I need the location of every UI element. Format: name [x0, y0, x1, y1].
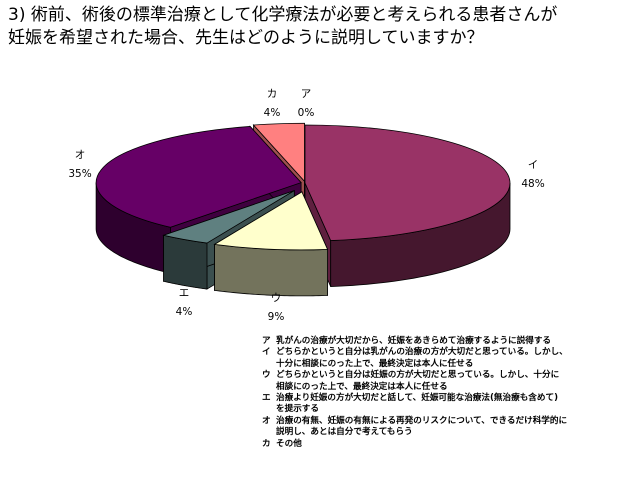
pie-top-faces [95, 122, 511, 251]
legend-key: オ [262, 415, 271, 426]
legend-item: イどちらかというと自分は乳がんの治療の方が大切だと思っている。しかし、 十分に相談… [262, 347, 632, 370]
legend-item: オ治療の有無、妊娠の有無による再発のリスクについて、できるだけ科学的に 説明し、あ… [262, 416, 632, 439]
pie-label-percent: 0% [298, 107, 315, 119]
pie-slice-wall [214, 243, 328, 297]
pie-slice-オ [95, 126, 302, 228]
legend-text-line: を提示する [276, 404, 319, 415]
pie-label-key: エ [179, 287, 190, 299]
legend-text-line: どちらかというと自分は乳がんの治療の方が大切だと思っている。しかし、 [276, 347, 568, 358]
pie-label-key: ウ [271, 292, 282, 304]
legend-key: イ [262, 347, 271, 358]
pie-slice-wall [163, 234, 208, 290]
legend-text-line: 乳がんの治療が大切だから、妊娠をあきらめて治療するように説得する [276, 336, 552, 346]
pie-label-percent: 48% [521, 178, 544, 190]
legend: ア乳がんの治療が大切だから、妊娠をあきらめて治療するように説得するイどちらかとい… [262, 336, 632, 450]
legend-item: ア乳がんの治療が大切だから、妊娠をあきらめて治療するように説得する [262, 336, 632, 347]
legend-item: カその他 [262, 439, 632, 450]
legend-text: 治療より妊娠の方が大切だと話して、妊娠可能な治療法(無治療も含めて) を提示する [276, 393, 632, 416]
pie-label-percent: 9% [268, 311, 285, 323]
legend-key: ア [262, 336, 271, 346]
legend-text: その他 [276, 439, 632, 450]
legend-text: どちらかというと自分は乳がんの治療の方が大切だと思っている。しかし、 十分に相談に… [276, 347, 632, 370]
pie-label-key: オ [75, 149, 86, 161]
legend-item: エ治療より妊娠の方が大切だと話して、妊娠可能な治療法(無治療も含めて) を提示する [262, 393, 632, 416]
pie-labels: ア 0% イ 48% ウ 9% エ 4% オ 35% カ 4% [68, 88, 544, 323]
legend-text: どちらかというと自分は妊娠の方が大切だと思っている。しかし、十分に 相談にのった上… [276, 370, 632, 393]
pie-slice-エ [162, 190, 295, 244]
legend-text-line: 治療の有無、妊娠の有無による再発のリスクについて、できるだけ科学的に [276, 415, 568, 426]
chart-title: 3) 術前、術後の標準治療として化学療法が必要と考えられる患者さんが 妊娠を希望… [8, 4, 628, 50]
pie-label-percent: 4% [264, 107, 281, 119]
pie-label-percent: 35% [68, 168, 91, 180]
legend-text-line: その他 [276, 438, 302, 449]
legend-item: ウどちらかというと自分は妊娠の方が大切だと思っている。しかし、十分に 相談にのった… [262, 370, 632, 393]
legend-text: 乳がんの治療が大切だから、妊娠をあきらめて治療するように説得する [276, 336, 632, 347]
legend-key: エ [262, 393, 271, 404]
legend-text-line: 説明し、あとは自分で考えてもらう [276, 427, 413, 438]
pie-label-key: ア [301, 88, 312, 100]
pie-slice-カ [252, 122, 305, 183]
legend-key: ウ [262, 370, 271, 381]
legend-text: 治療の有無、妊娠の有無による再発のリスクについて、できるだけ科学的に 説明し、あと… [276, 416, 632, 439]
legend-text-line: 治療より妊娠の方が大切だと話して、妊娠可能な治療法(無治療も含めて) [276, 393, 558, 404]
pie-label-key: イ [528, 159, 539, 171]
pie-label-percent: 4% [176, 306, 193, 318]
legend-text-line: 相談にのった上で、最終決定は本人に任せる [276, 381, 448, 392]
chart-title-line-2: 妊娠を希望された場合、先生はどのように説明していますか？ [8, 28, 484, 48]
pie-slice-ウ [213, 191, 329, 251]
legend-text-line: 十分に相談にのった上で、最終決定は本人に任せる [276, 358, 474, 369]
legend-key: カ [262, 438, 271, 449]
pie-label-key: カ [267, 88, 278, 100]
legend-text-line: どちらかというと自分は妊娠の方が大切だと思っている。しかし、十分に [276, 370, 560, 381]
pie-slice-イ [304, 124, 511, 241]
chart-title-line-1: 3) 術前、術後の標準治療として化学療法が必要と考えられる患者さんが [8, 5, 558, 25]
